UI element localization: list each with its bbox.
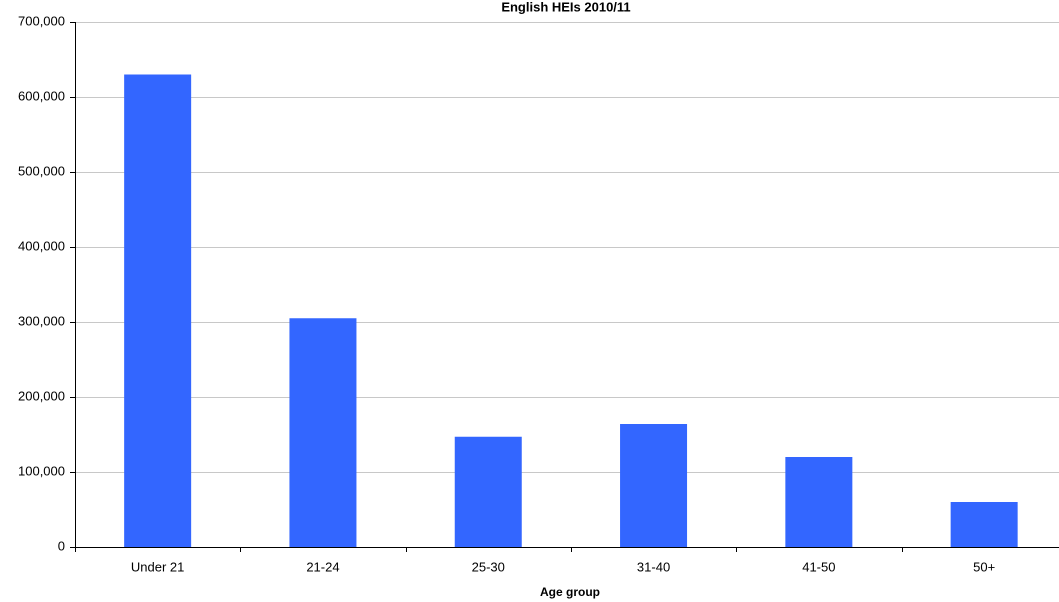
axes <box>70 22 1059 552</box>
y-tick-labels: 0 100,000 200,000 300,000 400,000 500,000 600,… <box>18 13 65 553</box>
y-tick-label: 100,000 <box>18 463 65 478</box>
bar <box>124 74 192 547</box>
bar <box>289 318 357 547</box>
x-tick-label: Under 21 <box>131 559 184 574</box>
bar <box>950 502 1018 547</box>
y-tick-label: 700,000 <box>18 13 65 28</box>
bar <box>454 436 522 547</box>
x-tick-label: 41-50 <box>802 559 835 574</box>
bar <box>785 457 853 547</box>
chart-title: English HEIs 2010/11 <box>501 0 630 14</box>
x-tick-label: 50+ <box>973 559 995 574</box>
x-axis-label: Age group <box>540 585 600 599</box>
bar <box>620 424 688 547</box>
y-tick-label: 500,000 <box>18 163 65 178</box>
x-tick-label: 21-24 <box>306 559 339 574</box>
bars <box>124 74 1018 547</box>
x-tick-label: 25-30 <box>472 559 505 574</box>
y-tick-label: 600,000 <box>18 88 65 103</box>
gridlines <box>75 22 1059 473</box>
y-tick-label: 400,000 <box>18 238 65 253</box>
y-tick-label: 200,000 <box>18 388 65 403</box>
x-tick-label: 31-40 <box>637 559 670 574</box>
y-tick-label: 0 <box>58 538 65 553</box>
x-tick-labels: Under 21 21-24 25-30 31-40 41-50 50+ <box>131 559 995 574</box>
y-tick-label: 300,000 <box>18 313 65 328</box>
